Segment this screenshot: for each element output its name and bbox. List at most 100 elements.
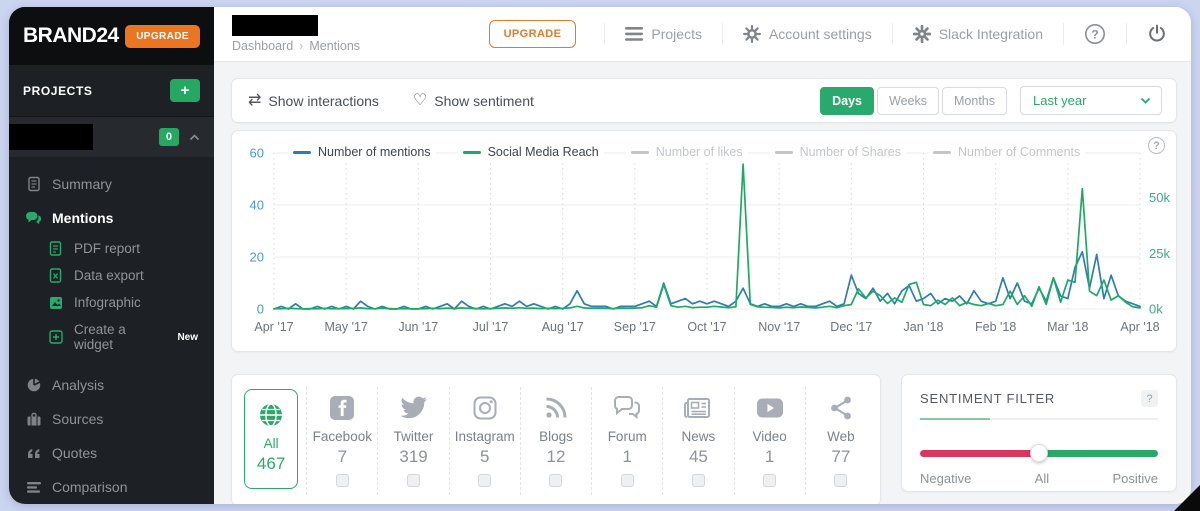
source-filter-blogs[interactable]: Blogs 12 bbox=[521, 387, 593, 495]
source-filter-news[interactable]: News 45 bbox=[663, 387, 735, 495]
sidebar-item-label: Sources bbox=[52, 411, 104, 427]
source-filter-instagram[interactable]: Instagram 5 bbox=[450, 387, 521, 495]
project-row[interactable]: 0 bbox=[9, 117, 214, 157]
legend-item[interactable]: Number of Shares bbox=[769, 144, 907, 160]
breadcrumb: Dashboard › Mentions bbox=[232, 39, 360, 53]
sidebar-item-infographic[interactable]: Infographic bbox=[9, 289, 214, 316]
sidebar-item-label: Data export bbox=[74, 268, 144, 283]
briefcase-icon bbox=[25, 412, 42, 427]
logout-power-button[interactable] bbox=[1141, 24, 1173, 44]
source-filter-twitter[interactable]: Twitter 319 bbox=[378, 387, 450, 495]
add-project-button[interactable]: + bbox=[170, 79, 200, 103]
legend-item[interactable]: Social Media Reach bbox=[457, 144, 604, 160]
svg-text:0k: 0k bbox=[1149, 302, 1163, 317]
chart-legend: Number of mentions Social Media Reach Numb… bbox=[288, 144, 1086, 160]
sidebar-item-summary[interactable]: Summary bbox=[9, 167, 214, 201]
all-selected-box[interactable]: All 467 bbox=[243, 389, 299, 489]
sidebar-item-label: Quotes bbox=[52, 445, 98, 461]
breadcrumb-dashboard[interactable]: Dashboard bbox=[232, 39, 294, 53]
project-count-badge: 0 bbox=[158, 128, 179, 147]
legend-label: Number of Shares bbox=[799, 145, 902, 159]
upgrade-button[interactable]: UPGRADE bbox=[488, 20, 577, 48]
sidebar-header: BRAND24 UPGRADE bbox=[9, 7, 214, 66]
divider bbox=[604, 23, 606, 45]
rss-icon bbox=[543, 391, 569, 425]
sentiment-label-all[interactable]: All bbox=[1034, 471, 1050, 486]
sentiment-slider-thumb[interactable] bbox=[1030, 444, 1048, 462]
video-checkbox[interactable] bbox=[763, 474, 777, 487]
source-label: Blogs bbox=[539, 429, 573, 444]
redacted-page-title bbox=[232, 15, 318, 36]
blogs-checkbox[interactable] bbox=[549, 474, 563, 487]
date-range-select[interactable]: Last year bbox=[1020, 86, 1162, 115]
mentions-chart[interactable]: Apr '17 May '17 Jun '17 Jul '17 Aug '17 Sep '… bbox=[234, 139, 1176, 347]
sidebar-item-create-widget[interactable]: Create a widget New bbox=[9, 316, 214, 358]
legend-item[interactable]: Number of likes bbox=[625, 144, 748, 160]
source-filter-web[interactable]: Web 77 bbox=[806, 387, 876, 495]
svg-text:20: 20 bbox=[250, 250, 264, 265]
sidebar-item-analysis[interactable]: Analysis bbox=[9, 368, 214, 402]
nav-account-settings[interactable]: Account settings bbox=[737, 25, 878, 43]
cursor-artifact bbox=[1174, 485, 1200, 511]
date-range-value: Last year bbox=[1033, 93, 1087, 108]
facebook-checkbox[interactable] bbox=[335, 474, 349, 487]
web-checkbox[interactable] bbox=[834, 474, 848, 487]
sidebar-upgrade-button[interactable]: UPGRADE bbox=[125, 24, 200, 48]
svg-text:Jul '17: Jul '17 bbox=[473, 320, 509, 334]
sidebar-item-mentions[interactable]: Mentions bbox=[9, 201, 214, 235]
forum-checkbox[interactable] bbox=[620, 474, 634, 487]
svg-text:?: ? bbox=[1091, 27, 1098, 41]
help-button[interactable]: ? bbox=[1078, 23, 1112, 45]
nav-account-settings-label: Account settings bbox=[768, 26, 872, 42]
show-sentiment-label: Show sentiment bbox=[434, 92, 534, 109]
news-icon bbox=[683, 391, 713, 425]
sentiment-filter-title: SENTIMENT FILTER bbox=[920, 391, 1056, 406]
nav-slack-integration[interactable]: Slack Integration bbox=[907, 25, 1049, 43]
sidebar-item-data-export[interactable]: Data export bbox=[9, 262, 214, 289]
sentiment-label-negative[interactable]: Negative bbox=[920, 471, 972, 486]
sentiment-slider[interactable] bbox=[920, 444, 1158, 462]
source-label: Facebook bbox=[312, 429, 372, 444]
legend-item[interactable]: Number of mentions bbox=[288, 144, 436, 160]
heart-icon: ♡ bbox=[412, 91, 428, 109]
source-count: 7 bbox=[337, 447, 348, 466]
news-checkbox[interactable] bbox=[691, 474, 705, 487]
chart-help-icon[interactable]: ? bbox=[1148, 137, 1165, 154]
chat-bubbles-icon bbox=[25, 211, 42, 225]
bottom-row: All 467 Facebook 7 bbox=[231, 374, 1177, 504]
svg-text:60: 60 bbox=[250, 146, 264, 161]
source-filter-video[interactable]: Video 1 bbox=[735, 387, 806, 495]
topbar: Dashboard › Mentions UPGRADE Projects bbox=[214, 7, 1191, 62]
show-sentiment-toggle[interactable]: ♡ Show sentiment bbox=[412, 91, 534, 109]
nav-projects[interactable]: Projects bbox=[619, 26, 708, 42]
sentiment-help-icon[interactable]: ? bbox=[1141, 390, 1158, 407]
divider bbox=[1126, 23, 1127, 45]
show-interactions-label: Show interactions bbox=[268, 92, 379, 109]
new-badge: New bbox=[177, 331, 198, 343]
source-label: Twitter bbox=[393, 429, 434, 444]
sidebar-item-quotes[interactable]: Quotes bbox=[9, 436, 214, 470]
source-count: 1 bbox=[622, 447, 632, 466]
redacted-project-name bbox=[9, 124, 93, 151]
swap-arrows-icon: ⇄ bbox=[248, 91, 262, 109]
sidebar-item-sources[interactable]: Sources bbox=[9, 402, 214, 436]
sources-filter-card: All 467 Facebook 7 bbox=[231, 374, 881, 504]
source-filter-facebook[interactable]: Facebook 7 bbox=[307, 387, 379, 495]
legend-item[interactable]: Number of Comments bbox=[928, 144, 1086, 160]
source-label: News bbox=[681, 429, 716, 444]
sidebar-item-comparison[interactable]: Comparison bbox=[9, 470, 214, 504]
sidebar-menu: Summary Mentions PDF report bbox=[9, 157, 214, 504]
svg-text:Mar '18: Mar '18 bbox=[1047, 320, 1088, 334]
granularity-months-button[interactable]: Months bbox=[942, 86, 1007, 115]
source-filter-forum[interactable]: Forum 1 bbox=[592, 387, 664, 495]
sidebar-item-pdf-report[interactable]: PDF report bbox=[9, 235, 214, 262]
sentiment-label-positive[interactable]: Positive bbox=[1112, 471, 1158, 486]
twitter-checkbox[interactable] bbox=[407, 474, 421, 487]
instagram-checkbox[interactable] bbox=[478, 474, 492, 487]
source-filter-all[interactable]: All 467 bbox=[236, 387, 308, 495]
show-interactions-toggle[interactable]: ⇄ Show interactions bbox=[248, 91, 379, 109]
granularity-days-button[interactable]: Days bbox=[820, 86, 875, 115]
chevron-up-icon[interactable] bbox=[189, 134, 200, 141]
granularity-weeks-button[interactable]: Weeks bbox=[877, 86, 939, 115]
svg-text:Apr '18: Apr '18 bbox=[1120, 320, 1159, 334]
